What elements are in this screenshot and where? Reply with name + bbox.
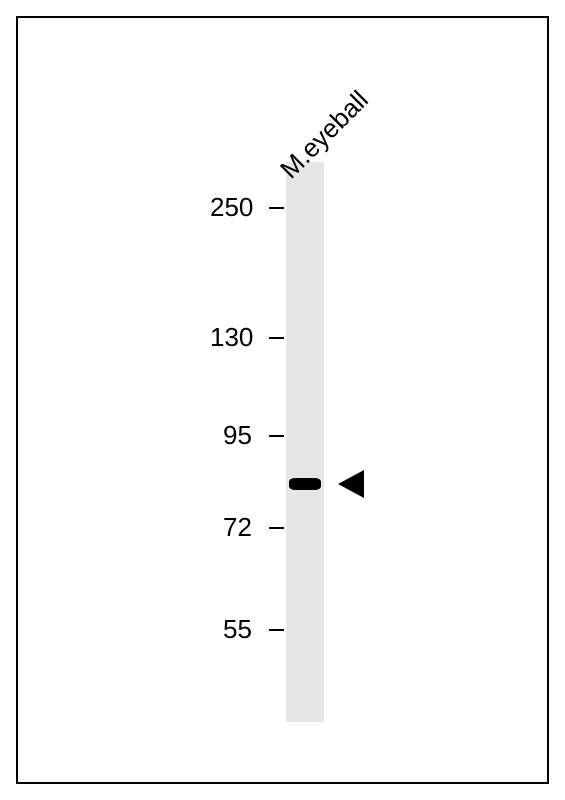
blot-frame-border: M.eyeball 250 130 95 72 55 <box>16 16 549 784</box>
mw-label: 55 <box>223 614 252 645</box>
mw-tick <box>269 337 284 339</box>
mw-tick <box>269 435 284 437</box>
mw-tick <box>269 207 284 209</box>
band-arrow-icon <box>338 470 364 498</box>
mw-label: 130 <box>210 322 253 353</box>
lane-label: M.eyeball <box>274 84 375 185</box>
outer-frame: M.eyeball 250 130 95 72 55 <box>0 0 565 800</box>
blot-area: M.eyeball 250 130 95 72 55 <box>18 18 547 782</box>
mw-label: 72 <box>223 512 252 543</box>
blot-lane <box>286 162 324 722</box>
mw-tick <box>269 527 284 529</box>
band <box>289 478 321 490</box>
mw-tick <box>269 629 284 631</box>
mw-label: 95 <box>223 420 252 451</box>
mw-label: 250 <box>210 192 253 223</box>
